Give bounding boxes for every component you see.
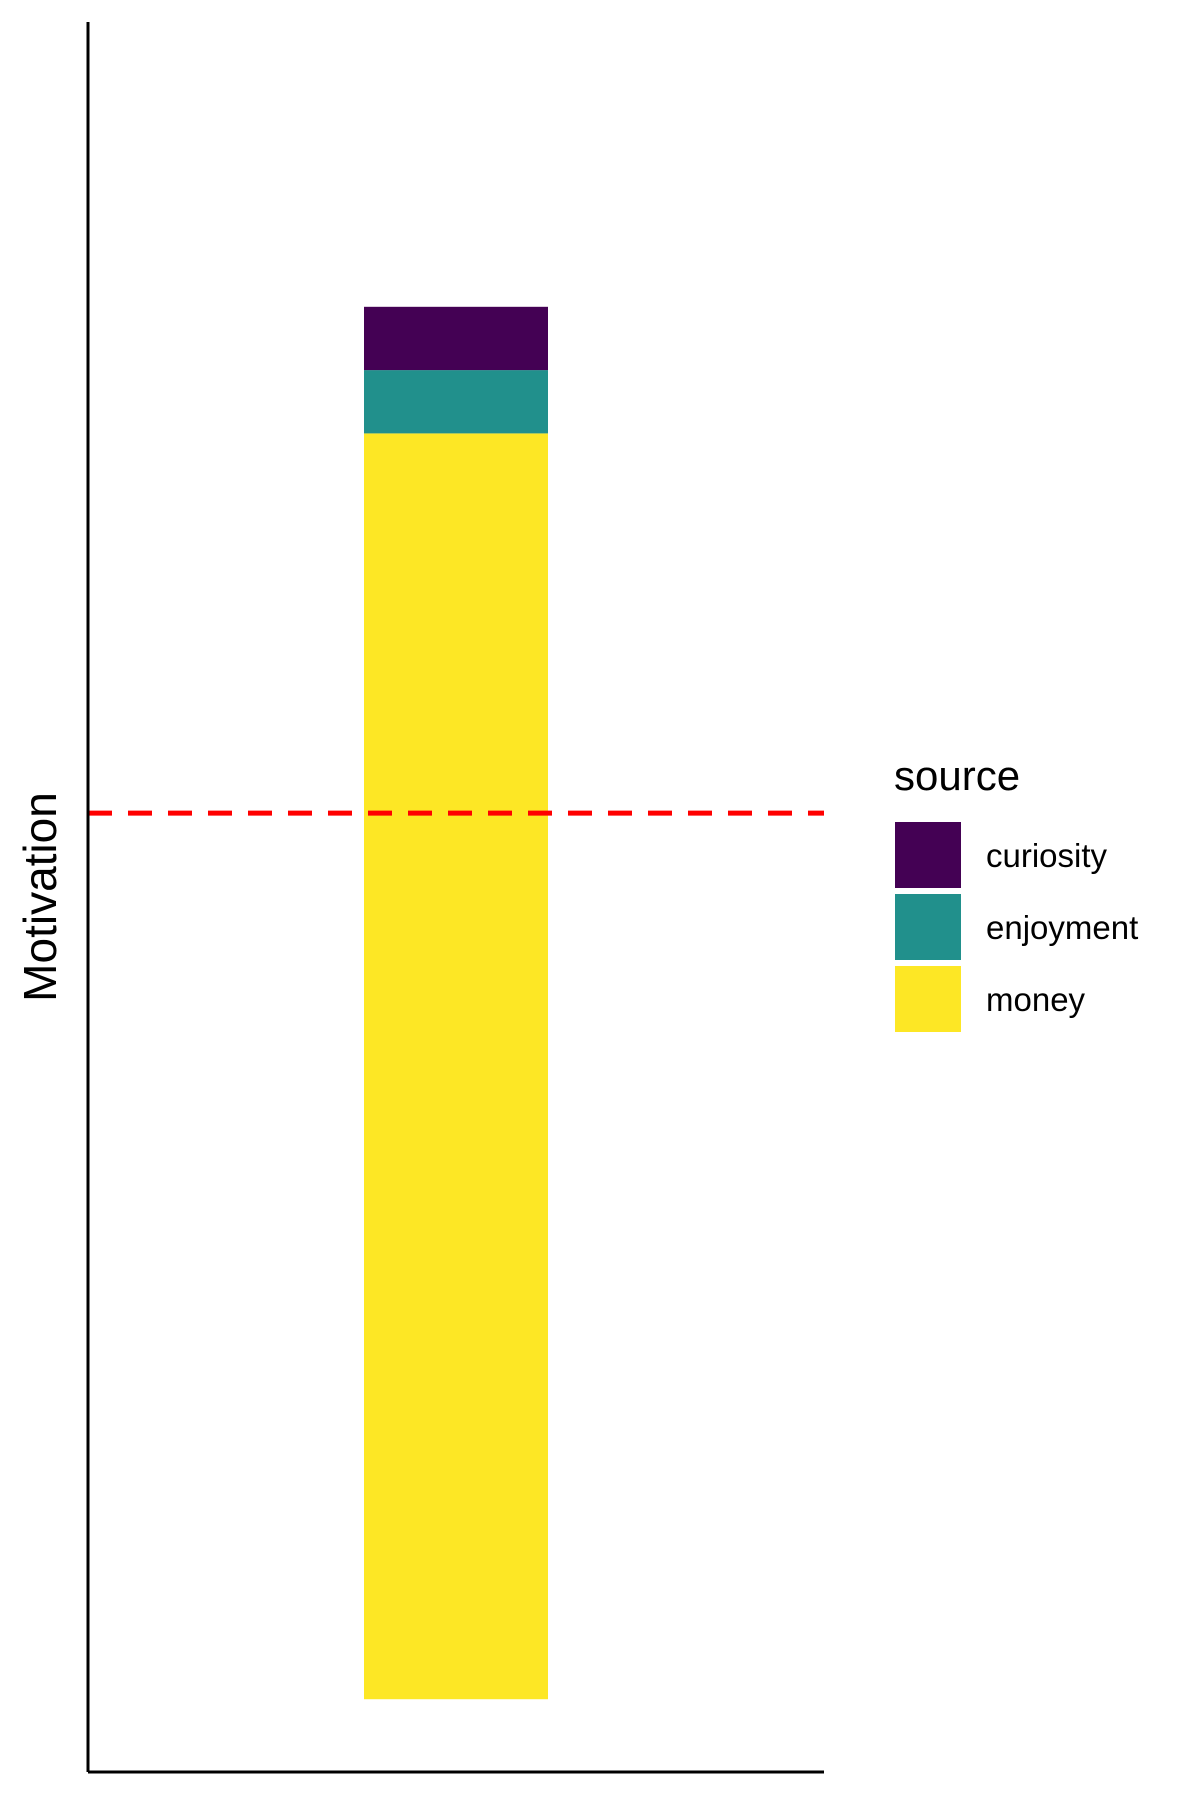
legend-title: source — [894, 752, 1020, 799]
y-axis-title: Motivation — [14, 792, 66, 1002]
legend: source curiosity enjoyment money — [894, 752, 1138, 1032]
legend-label-curiosity: curiosity — [986, 837, 1108, 874]
axes-layer — [86, 22, 824, 1774]
bar-segment-money — [364, 433, 548, 1700]
bar-segment-curiosity — [364, 306, 548, 371]
legend-key-curiosity — [895, 822, 961, 888]
legend-key-money — [895, 966, 961, 1032]
legend-label-enjoyment: enjoyment — [986, 909, 1138, 946]
legend-label-money: money — [986, 981, 1086, 1018]
bars-layer — [364, 306, 548, 1700]
bar-segment-enjoyment — [364, 370, 548, 434]
legend-key-enjoyment — [895, 894, 961, 960]
